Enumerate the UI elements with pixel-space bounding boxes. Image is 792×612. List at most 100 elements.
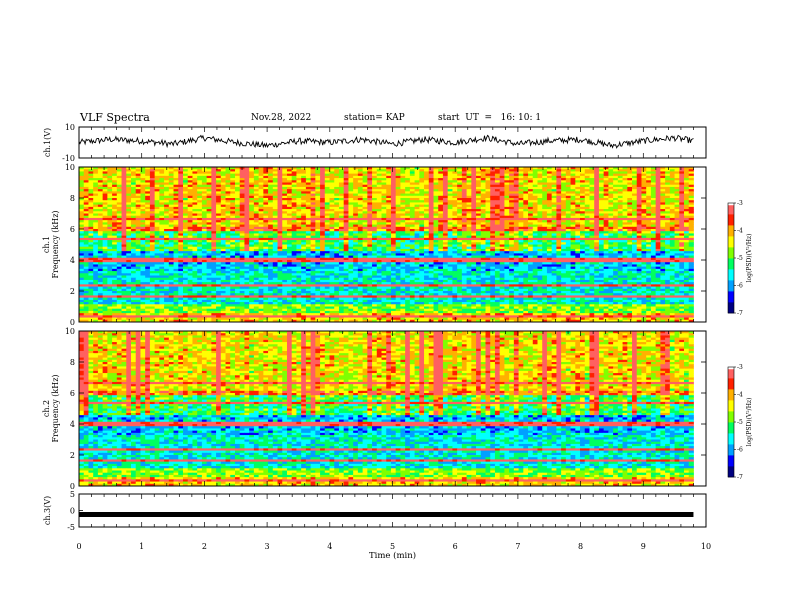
colorbar-segment xyxy=(728,451,734,454)
spectrogram-ylabel: Frequency (kHz) xyxy=(51,210,60,278)
colorbar-segment xyxy=(728,243,734,246)
colorbar-segment xyxy=(728,390,734,394)
colorbar-segment xyxy=(728,241,734,244)
colorbar-tick-label: -4 xyxy=(737,228,743,235)
colorbar-segment xyxy=(728,247,734,250)
spectrogram-ytick-label: 2 xyxy=(70,287,75,296)
colorbar-segment xyxy=(728,212,734,215)
colorbar-segment xyxy=(728,434,734,438)
colorbar-segment xyxy=(728,385,734,388)
colorbar-segment xyxy=(728,466,734,469)
colorbar-segment xyxy=(728,307,734,310)
colorbar-segment xyxy=(728,423,734,427)
colorbar-segment xyxy=(728,303,734,307)
colorbar-tick-label: -4 xyxy=(737,392,743,399)
xtick-label: 2 xyxy=(202,542,207,551)
colorbar-segment xyxy=(728,272,734,275)
spectrogram-ytick-label: 6 xyxy=(70,389,75,398)
colorbar-segment xyxy=(728,405,734,408)
colorbar-segment xyxy=(728,283,734,286)
colorbar-segment xyxy=(728,225,734,228)
colorbar-segment xyxy=(728,475,734,478)
colorbar-segment xyxy=(728,425,734,428)
date-label: Nov.28, 2022 xyxy=(251,113,312,123)
colorbar-segment xyxy=(728,263,734,266)
colorbar-segment xyxy=(728,396,734,399)
colorbar-segment xyxy=(728,298,734,301)
colorbar-segment xyxy=(728,381,734,384)
colorbar-segment xyxy=(728,376,734,379)
colorbar-segment xyxy=(728,294,734,297)
colorbar-segment xyxy=(728,217,734,220)
spectrogram-ytick-label: 4 xyxy=(70,256,75,265)
colorbar-segment xyxy=(728,418,734,421)
spectrogram-ytick-label: 8 xyxy=(70,194,75,203)
colorbar-segment xyxy=(728,208,734,211)
spectrogram-ytick-label: 8 xyxy=(70,358,75,367)
colorbar-segment xyxy=(728,401,734,405)
ch3-ylabel: ch.3(V) xyxy=(43,496,52,525)
ch1-waveform-line xyxy=(78,134,694,149)
colorbar-segment xyxy=(728,276,734,279)
spectrogram-ytick-label: 10 xyxy=(65,327,75,336)
spectrogram-channel-label: ch.1 xyxy=(42,236,51,253)
start-time-label: start UT = 16: 10: 1 xyxy=(438,113,542,123)
colorbar-segment xyxy=(728,407,734,410)
spectrogram-channel-label: ch.2 xyxy=(42,400,51,417)
colorbar-segment xyxy=(728,460,734,463)
colorbar-segment xyxy=(728,236,734,239)
colorbar-segment xyxy=(728,234,734,237)
colorbar-segment xyxy=(728,453,734,456)
colorbar-segment xyxy=(728,269,734,272)
spectrogram-ch2 xyxy=(79,331,694,487)
colorbar-tick-label: -3 xyxy=(737,364,743,371)
colorbar-segment xyxy=(728,370,734,373)
colorbar-segment xyxy=(728,232,734,235)
colorbar-segment xyxy=(728,250,734,253)
colorbar-segment xyxy=(728,411,734,414)
colorbar-segment xyxy=(728,309,734,312)
xtick-label: 10 xyxy=(701,542,711,551)
colorbar-segment xyxy=(728,368,734,372)
colorbar-label: log(PSD)(V²/Hz) xyxy=(746,234,753,283)
colorbar-segment xyxy=(728,447,734,450)
ch1-ylabel: ch.1(V) xyxy=(43,128,52,157)
xtick-label: 7 xyxy=(515,542,520,551)
colorbar-segment xyxy=(728,239,734,242)
colorbar-segment xyxy=(728,204,734,208)
colorbar-segment xyxy=(728,237,734,241)
colorbar-segment xyxy=(728,219,734,222)
colorbar-segment xyxy=(728,203,734,206)
colorbar-segment xyxy=(728,429,734,432)
colorbar-segment xyxy=(728,228,734,231)
colorbar-segment xyxy=(728,389,734,392)
colorbar-segment xyxy=(728,274,734,277)
colorbar-segment xyxy=(728,467,734,471)
colorbar-segment xyxy=(728,458,734,461)
colorbar-segment xyxy=(728,305,734,308)
colorbar-segment xyxy=(728,387,734,390)
xtick-label: 8 xyxy=(578,542,583,551)
colorbar-segment xyxy=(728,300,734,303)
colorbar-segment xyxy=(728,280,734,283)
colorbar-segment xyxy=(728,442,734,445)
colorbar-segment xyxy=(728,464,734,467)
colorbar-tick-label: -3 xyxy=(737,200,743,207)
colorbar-segment xyxy=(728,449,734,452)
colorbar-segment xyxy=(728,372,734,375)
xtick-label: 5 xyxy=(390,542,395,551)
colorbar-tick-label: -5 xyxy=(737,255,743,262)
ch3-ytick-label: 5 xyxy=(70,490,75,499)
colorbar-segment xyxy=(728,445,734,449)
colorbar-segment xyxy=(728,302,734,305)
colorbar-segment xyxy=(728,285,734,288)
colorbar-segment xyxy=(728,245,734,248)
ch3-ytick-label: -5 xyxy=(67,523,75,532)
colorbar-segment xyxy=(728,311,734,314)
colorbar-segment xyxy=(728,374,734,377)
colorbar-segment xyxy=(728,378,734,381)
spectrogram-ylabel: Frequency (kHz) xyxy=(51,374,60,442)
spectrogram-ch1 xyxy=(79,167,694,323)
colorbar-segment xyxy=(728,258,734,261)
